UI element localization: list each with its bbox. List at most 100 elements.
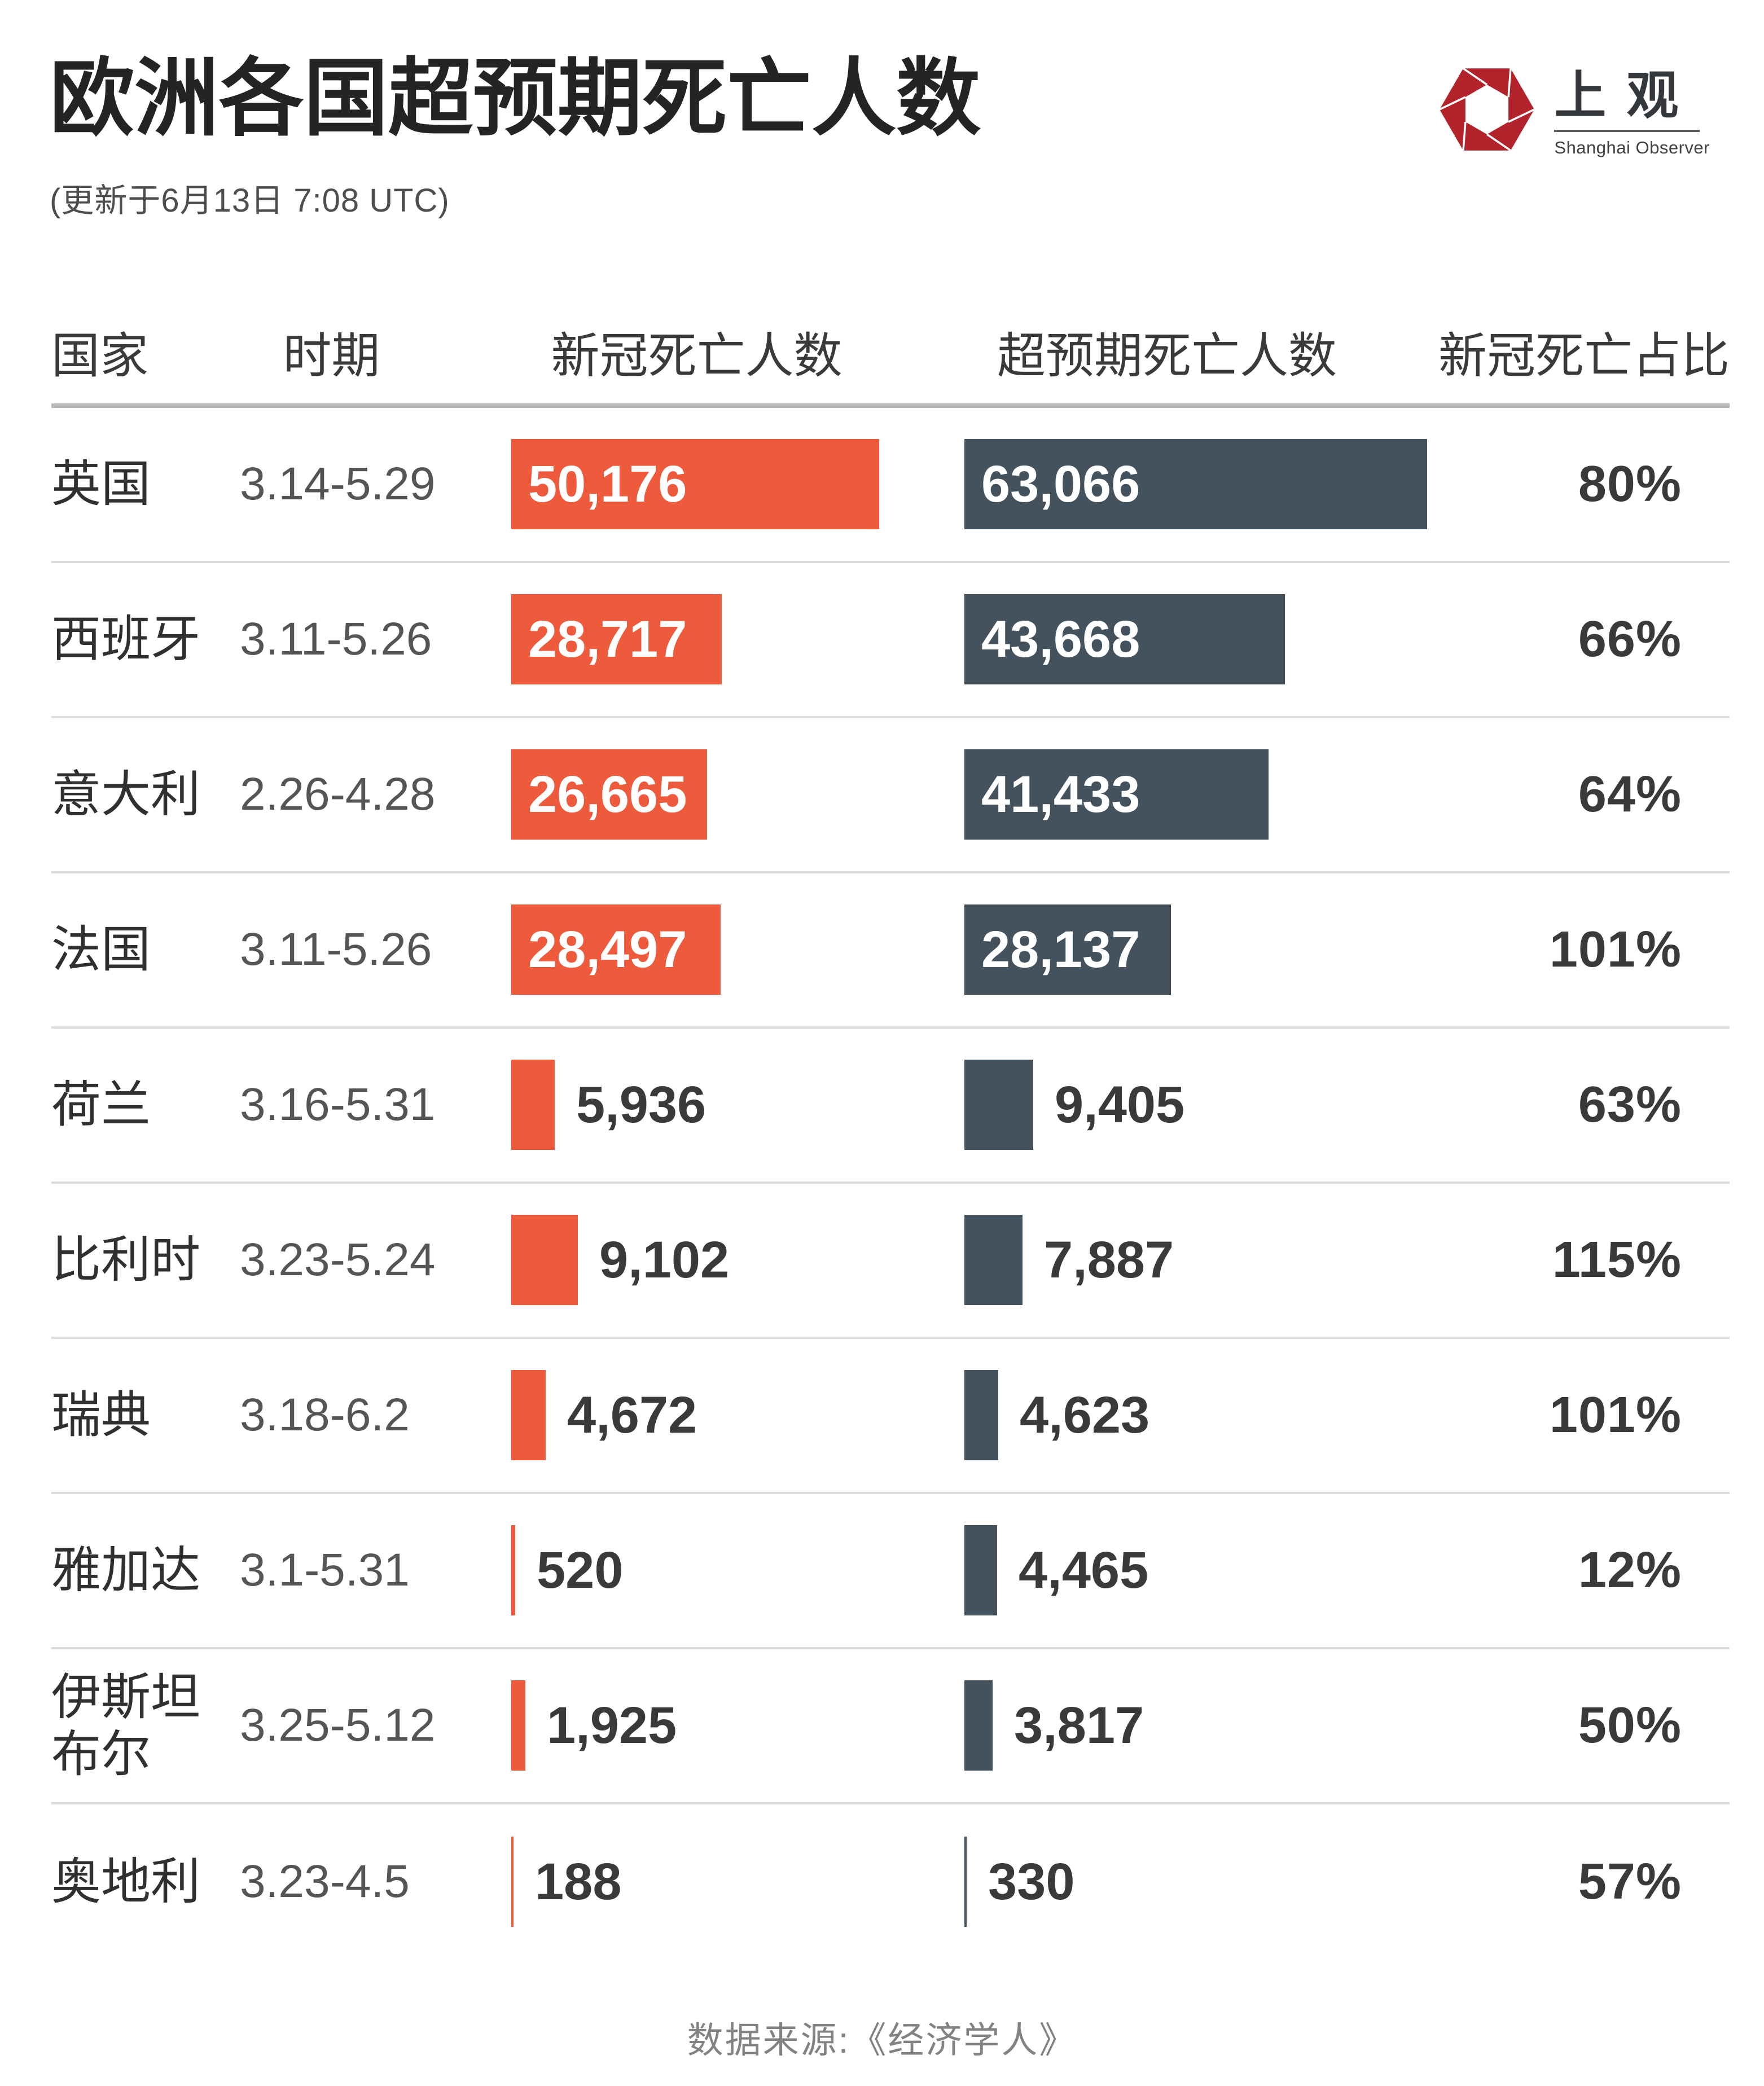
excess-deaths-cell: 63,066 [964, 439, 1433, 529]
page-title: 欧洲各国超预期死亡人数 [50, 51, 981, 146]
period-value: 3.23-4.5 [240, 1856, 410, 1907]
column-header-excess-deaths: 超预期死亡人数 [997, 328, 1337, 383]
excess-deaths-cell: 4,623 [964, 1370, 1433, 1460]
period-value: 3.18-6.2 [240, 1389, 410, 1441]
covid-deaths-bar [511, 1525, 515, 1615]
country-label: 荷兰 [51, 1077, 151, 1133]
table-row: 西班牙 3.11-5.26 28,717 43,668 66% [51, 563, 1730, 718]
covid-deaths-cell: 1,925 [511, 1680, 964, 1771]
covid-share-value: 63% [1578, 1076, 1682, 1133]
table-row: 奥地利 3.23-4.5 188 330 57% [51, 1804, 1730, 1960]
covid-deaths-value: 520 [537, 1541, 624, 1599]
excess-deaths-table: 国家 时期 新冠死亡人数 超预期死亡人数 新冠死亡占比 英国 3.14-5.29… [51, 316, 1730, 1960]
covid-deaths-value: 50,176 [528, 455, 687, 513]
covid-deaths-value: 188 [535, 1852, 622, 1911]
column-header-covid-deaths: 新冠死亡人数 [551, 328, 842, 383]
covid-deaths-bar [511, 1680, 525, 1771]
covid-deaths-cell: 50,176 [511, 439, 964, 529]
period-value: 3.23-5.24 [240, 1234, 436, 1285]
period-value: 3.11-5.26 [240, 924, 432, 975]
country-label: 伊斯坦 布尔 [51, 1668, 201, 1782]
covid-deaths-value: 1,925 [547, 1696, 677, 1754]
country-label: 瑞典 [51, 1387, 151, 1443]
excess-deaths-value: 63,066 [981, 455, 1140, 513]
excess-deaths-value: 28,137 [981, 920, 1140, 978]
covid-deaths-value: 28,497 [528, 920, 687, 978]
logo-cn-text: 上观 [1554, 67, 1699, 125]
covid-deaths-bar [511, 1837, 514, 1927]
covid-share-value: 50% [1578, 1697, 1682, 1754]
table-row: 意大利 2.26-4.28 26,665 41,433 64% [51, 718, 1730, 873]
excess-deaths-cell: 330 [964, 1837, 1433, 1927]
excess-deaths-cell: 43,668 [964, 594, 1433, 684]
excess-deaths-value: 9,405 [1055, 1075, 1185, 1134]
period-value: 3.14-5.29 [240, 458, 436, 510]
column-header-country: 国家 [51, 328, 148, 383]
covid-deaths-bar: 50,176 [511, 439, 879, 529]
excess-deaths-value: 3,817 [1014, 1696, 1144, 1754]
covid-deaths-value: 28,717 [528, 610, 687, 668]
excess-deaths-value: 4,465 [1019, 1541, 1149, 1599]
covid-deaths-cell: 5,936 [511, 1060, 964, 1150]
covid-share-value: 57% [1578, 1853, 1682, 1910]
covid-share-value: 101% [1549, 921, 1682, 978]
country-label: 西班牙 [51, 611, 201, 667]
covid-share-value: 12% [1578, 1542, 1682, 1598]
covid-deaths-bar [511, 1215, 578, 1305]
table-header-row: 国家 时期 新冠死亡人数 超预期死亡人数 新冠死亡占比 [51, 316, 1730, 408]
covid-share-value: 66% [1578, 611, 1682, 667]
excess-deaths-bar: 41,433 [964, 749, 1269, 840]
excess-deaths-bar [964, 1370, 998, 1460]
excess-deaths-bar [964, 1680, 993, 1771]
excess-deaths-bar: 63,066 [964, 439, 1427, 529]
excess-deaths-cell: 7,887 [964, 1215, 1433, 1305]
excess-deaths-bar: 28,137 [964, 904, 1171, 995]
excess-deaths-bar [964, 1525, 997, 1615]
excess-deaths-bar [964, 1215, 1023, 1305]
logo-en-text: Shanghai Observer [1554, 138, 1710, 157]
excess-deaths-value: 330 [988, 1852, 1075, 1911]
excess-deaths-value: 41,433 [981, 765, 1140, 823]
country-label: 意大利 [51, 766, 201, 823]
period-value: 3.1-5.31 [240, 1544, 410, 1596]
excess-deaths-bar [964, 1837, 967, 1927]
masthead: 欧洲各国超预期死亡人数 (更新于6月13日 7:08 UTC) [0, 0, 1764, 221]
excess-deaths-cell: 4,465 [964, 1525, 1433, 1615]
update-timestamp: (更新于6月13日 7:08 UTC) [50, 182, 450, 219]
covid-deaths-cell: 188 [511, 1837, 964, 1927]
table-row: 英国 3.14-5.29 50,176 63,066 80% [51, 408, 1730, 563]
covid-deaths-bar [511, 1370, 546, 1460]
covid-share-value: 80% [1578, 455, 1682, 512]
covid-share-value: 115% [1552, 1231, 1682, 1288]
excess-deaths-value: 4,623 [1020, 1386, 1150, 1444]
covid-deaths-bar: 28,717 [511, 594, 722, 684]
table-row: 法国 3.11-5.26 28,497 28,137 101% [51, 873, 1730, 1029]
title-block: 欧洲各国超预期死亡人数 (更新于6月13日 7:08 UTC) [50, 54, 981, 221]
covid-deaths-cell: 28,717 [511, 594, 964, 684]
table-row: 伊斯坦 布尔 3.25-5.12 1,925 3,817 50% [51, 1649, 1730, 1804]
covid-share-value: 64% [1578, 766, 1682, 823]
excess-deaths-cell: 9,405 [964, 1060, 1433, 1150]
covid-deaths-bar: 28,497 [511, 904, 721, 995]
country-label: 雅加达 [51, 1542, 201, 1598]
excess-deaths-value: 43,668 [981, 610, 1140, 668]
covid-deaths-value: 4,672 [567, 1386, 697, 1444]
covid-deaths-value: 26,665 [528, 765, 687, 823]
period-value: 2.26-4.28 [240, 768, 436, 820]
table-body: 英国 3.14-5.29 50,176 63,066 80% 西班牙 3.11-… [51, 408, 1730, 1960]
covid-deaths-value: 9,102 [599, 1231, 730, 1289]
aperture-hexagon-icon [1439, 68, 1535, 151]
excess-deaths-cell: 41,433 [964, 749, 1433, 840]
period-value: 3.16-5.31 [240, 1079, 436, 1130]
table-row: 瑞典 3.18-6.2 4,672 4,623 101% [51, 1339, 1730, 1494]
table-row: 雅加达 3.1-5.31 520 4,465 12% [51, 1494, 1730, 1649]
covid-deaths-value: 5,936 [576, 1075, 707, 1134]
covid-deaths-cell: 26,665 [511, 749, 964, 840]
covid-deaths-bar [511, 1060, 555, 1150]
country-label: 比利时 [51, 1232, 201, 1288]
excess-deaths-bar [964, 1060, 1033, 1150]
covid-deaths-cell: 520 [511, 1525, 964, 1615]
excess-deaths-cell: 3,817 [964, 1680, 1433, 1771]
excess-deaths-cell: 28,137 [964, 904, 1433, 995]
